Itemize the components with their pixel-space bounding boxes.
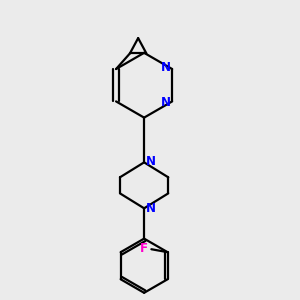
Text: N: N xyxy=(146,202,156,215)
Text: N: N xyxy=(161,96,171,110)
Text: N: N xyxy=(146,155,156,168)
Text: N: N xyxy=(161,61,171,74)
Text: F: F xyxy=(140,242,147,255)
